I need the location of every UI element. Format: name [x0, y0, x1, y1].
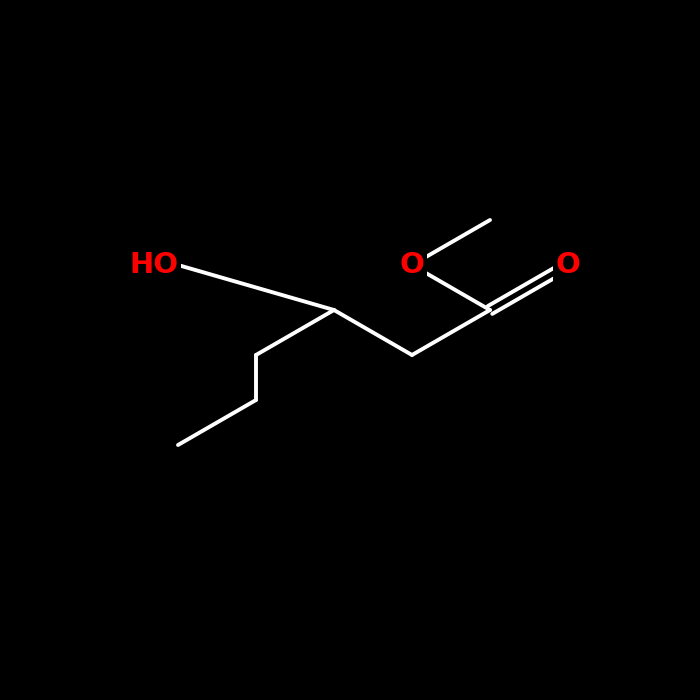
Text: O: O: [400, 251, 424, 279]
Text: HO: HO: [129, 251, 178, 279]
Text: O: O: [556, 251, 580, 279]
